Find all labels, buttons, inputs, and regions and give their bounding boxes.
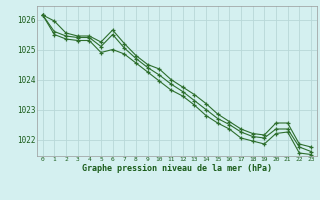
X-axis label: Graphe pression niveau de la mer (hPa): Graphe pression niveau de la mer (hPa) [82, 164, 272, 173]
